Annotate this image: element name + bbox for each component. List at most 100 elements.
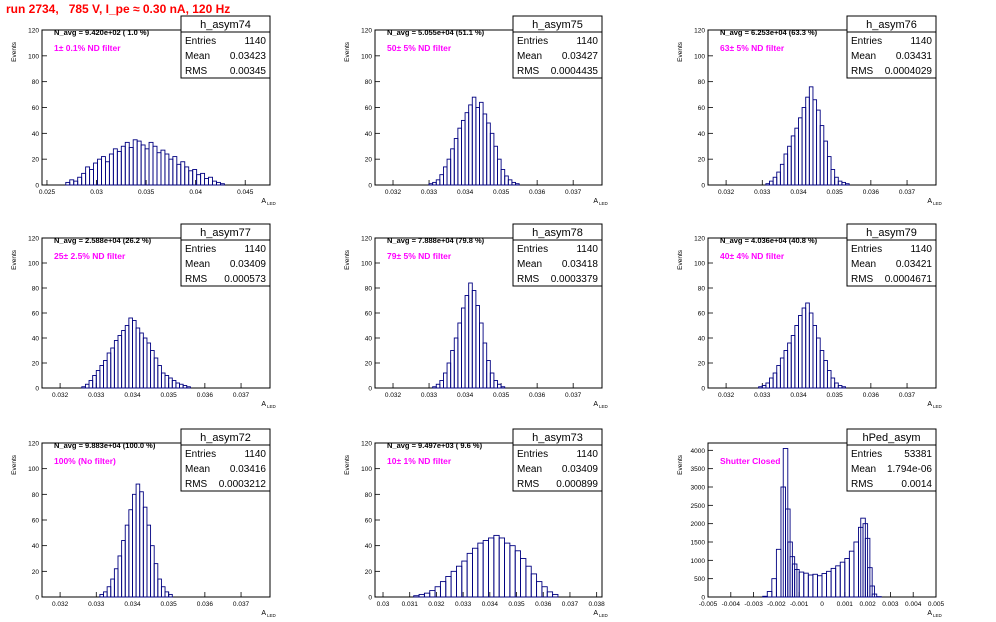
h_asym75-navg-label: N_avg = 5.055e+04 (51.1 %)	[387, 28, 485, 37]
h_asym76-ytick-label: 100	[694, 53, 705, 60]
h_asym77-bar	[84, 383, 90, 389]
h_asym76-bar	[765, 183, 770, 186]
h_asym75-bar	[439, 174, 444, 186]
h_asym74-bar	[136, 140, 142, 186]
h_asym72-stats-label: Mean	[185, 464, 210, 475]
hPed_asym-xlabel: A	[927, 610, 932, 617]
h_asym74-bar	[216, 181, 221, 186]
h_asym75-filter-label: 50± 5% ND filter	[387, 43, 452, 53]
h_asym77-ytick-label: 20	[32, 361, 40, 368]
h_asym73-bar	[450, 570, 457, 598]
hPed_asym-bar	[835, 565, 841, 598]
h_asym78-bar	[453, 337, 459, 389]
h_asym74-ytick-label: 0	[35, 183, 39, 190]
h_asym75-bar	[446, 158, 452, 186]
h_asym77-bar	[95, 370, 101, 389]
h_asym75-bar	[432, 181, 437, 186]
h_asym77-ytick-label: 120	[28, 236, 39, 243]
h_asym78-bar	[450, 350, 455, 389]
h_asym74-ytick-label: 80	[32, 79, 40, 86]
h_asym73-xtick-label: 0.038	[589, 601, 606, 608]
h_asym77-bar	[182, 385, 188, 389]
h_asym72-series	[99, 483, 173, 598]
h_asym72-bar	[113, 568, 119, 598]
h_asym78-stats-label: Mean	[517, 259, 542, 270]
h_asym73-bar	[536, 581, 543, 598]
h_asym74-bar	[160, 149, 166, 186]
h_asym77-bar	[103, 360, 108, 389]
h_asym72-ytick-label: 80	[32, 492, 40, 499]
h_asym72-bar	[164, 591, 170, 598]
h_asym72-xlabel: A	[261, 610, 266, 617]
h_asym77-bar	[186, 386, 191, 389]
h_asym75-bar	[486, 122, 491, 186]
h_asym77-ytick-label: 80	[32, 286, 40, 293]
h_asym79-stats-title: h_asym79	[866, 227, 917, 239]
h_asym77-bar	[150, 350, 155, 389]
hPed_asym-bar	[821, 573, 828, 598]
h_asym76-stats-box	[846, 31, 937, 79]
hPed_asym-bar	[771, 578, 777, 598]
h_asym74-bar	[112, 148, 118, 186]
h_asym76-ytick-label: 0	[701, 183, 705, 190]
h_asym78-bar	[435, 383, 441, 389]
h_asym76-bar	[845, 183, 850, 186]
h_asym79-bar	[834, 382, 839, 389]
h_asym74-stats-label: Mean	[185, 51, 210, 62]
h_asym78-ytick-label: 20	[365, 361, 373, 368]
hPed_asym-xtick-label: 0.002	[859, 601, 876, 608]
h_asym73-stats-label: Mean	[517, 464, 542, 475]
hPed_asym-bar	[816, 575, 823, 598]
h_asym72-bar	[128, 509, 133, 598]
h_asym76-bar	[787, 145, 792, 186]
h_asym75-stats-box	[512, 31, 603, 79]
h_asym74-xlabel: A	[261, 198, 266, 205]
h_asym76-bar	[801, 107, 807, 186]
h_asym78-xlabel-sub: LED	[599, 404, 609, 409]
h_asym73-bar	[520, 558, 527, 598]
h_asym78-xtick-label: 0.035	[493, 392, 510, 399]
h_asym72-bar	[99, 593, 104, 598]
hPed_asym-bar	[839, 561, 846, 598]
h_asym77-bar	[142, 337, 148, 389]
h_asym73-ytick-label: 0	[368, 595, 372, 602]
h_asym74-bar	[108, 153, 114, 186]
h_asym77-bar	[153, 357, 159, 389]
h_asym76-ytick-label: 60	[698, 105, 706, 112]
h_asym74-bar	[104, 161, 110, 186]
h_asym77-stats-label: Mean	[185, 259, 210, 270]
h_asym76-bar	[834, 176, 839, 186]
h_asym77-ytick-label: 0	[35, 386, 39, 393]
h_asym79-bar	[779, 357, 785, 389]
h_asym72-xtick-label: 0.032	[52, 601, 69, 608]
h_asym77-bar	[160, 372, 166, 389]
h_asym73-bar	[439, 581, 447, 598]
h_asym78-ytick-label: 120	[361, 236, 372, 243]
h_asym72-bar	[157, 578, 162, 598]
h_asym78-stats-label: Entries	[517, 244, 548, 255]
h_asym79-xlabel: A	[927, 401, 932, 408]
h_asym74-bar	[219, 183, 225, 186]
h_asym75-stats-label: Mean	[517, 51, 542, 62]
h_asym79-stats-label: Entries	[851, 244, 882, 255]
h_asym76-xtick-label: 0.034	[790, 189, 807, 196]
h_asym79-bar	[790, 335, 796, 389]
h_asym75-bar	[443, 166, 448, 186]
hPed_asym-bar	[798, 571, 805, 598]
h_asym77-ytick-label: 60	[32, 311, 40, 318]
h_asym76-bar	[816, 109, 821, 186]
h_asym76-ylabel: Events	[677, 41, 684, 62]
h_asym73-xtick-label: 0.031	[402, 601, 419, 608]
h_asym76-bar	[783, 153, 789, 186]
h_asym76-bar	[830, 169, 836, 186]
h_asym78-bar	[500, 386, 506, 389]
h_asym72-ytick-label: 40	[32, 543, 40, 550]
h_asym79-xtick-label: 0.032	[718, 392, 735, 399]
h_asym75-bar	[453, 138, 459, 186]
h_asym72-ytick-label: 20	[32, 569, 40, 576]
h_asym78-xtick-label: 0.036	[529, 392, 546, 399]
h_asym74-bar	[77, 176, 83, 186]
h_asym78-bar	[461, 307, 466, 389]
hPed_asym-xlabel-sub: LED	[933, 613, 943, 618]
h_asym75-stats-value: 1140	[576, 36, 598, 47]
